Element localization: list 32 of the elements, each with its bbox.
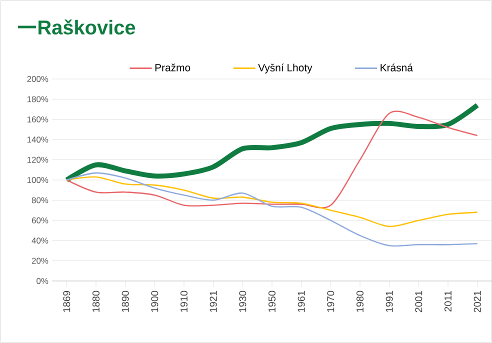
legend-label: Pražmo	[155, 64, 190, 72]
y-tick-label: 20%	[32, 258, 48, 264]
x-tick-label: 2021	[474, 291, 481, 312]
x-tick-label: 1900	[151, 290, 158, 312]
x-tick-label: 1961	[298, 291, 305, 312]
y-tick-label: 80%	[32, 197, 48, 204]
y-tick-label: 0%	[36, 278, 48, 284]
y-tick-label: 40%	[32, 238, 48, 244]
x-tick-label: 1910	[180, 290, 188, 312]
x-tick-label: 2001	[415, 291, 422, 312]
legend-label: Raškovice	[38, 19, 136, 35]
x-tick-label: 1880	[92, 290, 100, 312]
y-tick-label: 180%	[27, 96, 48, 102]
x-tick-label: 1869	[63, 290, 70, 312]
y-tick-label: 100%	[27, 177, 48, 183]
y-tick-label: 140%	[27, 136, 48, 143]
x-tick-label: 1921	[210, 291, 217, 312]
y-tick-label: 200%	[27, 76, 48, 82]
line-series	[66, 172, 478, 247]
y-tick-label: 120%	[27, 156, 48, 163]
x-tick-label: 1890	[122, 290, 129, 312]
legend-label: Vyšní Lhoty	[258, 64, 312, 74]
y-tick-label: 60%	[32, 217, 48, 224]
y-tick-label: 160%	[27, 116, 48, 122]
x-tick-label: 1930	[239, 290, 246, 312]
x-tick-label: 1980	[356, 290, 364, 312]
line-series	[66, 176, 478, 228]
x-tick-label: 1991	[386, 291, 393, 312]
x-tick-label: 2011	[444, 291, 452, 312]
x-tick-label: 1950	[268, 290, 276, 312]
legend-label: Krásná	[380, 64, 413, 72]
x-tick-label: 1970	[327, 290, 334, 312]
